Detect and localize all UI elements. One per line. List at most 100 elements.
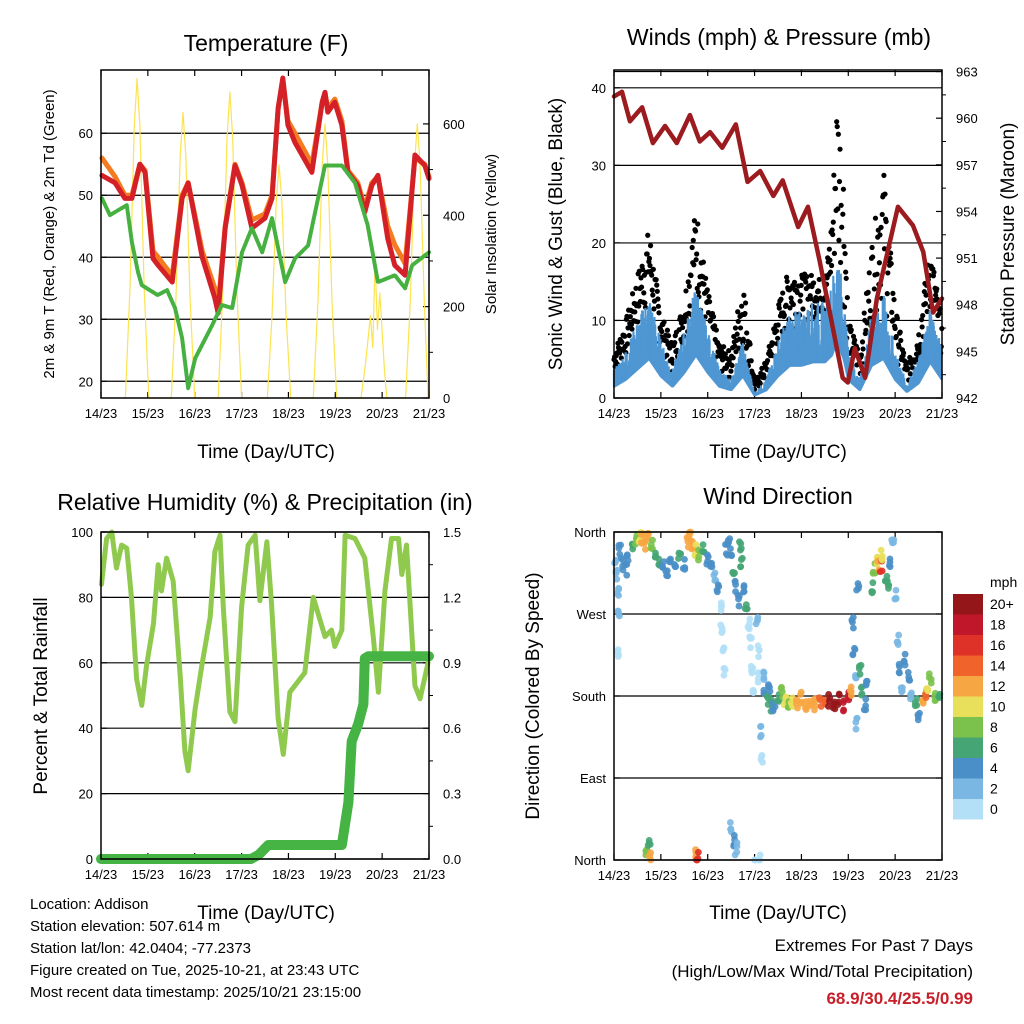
x-tick-label: 18/23	[785, 406, 818, 421]
gust-point	[713, 327, 719, 333]
gust-point	[790, 301, 796, 308]
direction-point	[699, 541, 707, 549]
gust-point	[814, 298, 820, 304]
direction-point	[731, 577, 739, 585]
x-tick-label: 15/23	[645, 406, 678, 421]
gust-point	[830, 231, 836, 238]
x-tick-label: 21/23	[926, 406, 959, 421]
y2-tick-label: 0.0	[443, 852, 461, 867]
gust-point	[871, 286, 877, 292]
gust-point	[841, 243, 847, 250]
gust-point	[687, 303, 693, 309]
gust-point	[879, 211, 885, 218]
direction-point	[825, 690, 833, 698]
x-tick-label: 18/23	[272, 867, 305, 882]
direction-point	[896, 669, 903, 677]
direction-point	[757, 722, 765, 730]
gust-point	[876, 260, 882, 266]
gust-point	[773, 328, 780, 334]
gust-point	[732, 325, 739, 331]
gust-point	[654, 282, 660, 288]
y2-tick-label: 942	[956, 391, 978, 406]
panel-0-frame	[100, 69, 430, 399]
footer-latlon: Station lat/lon: 42.0404; -77.2373	[30, 940, 251, 957]
legend-label: 6	[990, 740, 998, 756]
gust-point	[924, 308, 930, 315]
gust-point	[642, 300, 648, 306]
gust-point	[685, 279, 691, 285]
direction-point	[747, 662, 755, 670]
gust-point	[836, 178, 843, 185]
gust-point	[888, 261, 894, 267]
legend-label: 10	[990, 699, 1006, 715]
gust-point	[647, 243, 654, 249]
gust-point	[804, 274, 810, 280]
gust-point	[646, 255, 653, 261]
direction-point	[892, 586, 900, 594]
gust-point	[732, 343, 738, 349]
gust-point	[761, 375, 767, 381]
direction-point	[927, 679, 935, 687]
gust-point	[798, 292, 804, 298]
direction-point	[862, 681, 870, 689]
y-tick-label: 20	[79, 787, 93, 802]
direction-point	[623, 571, 631, 579]
gust-point	[827, 269, 834, 275]
winds-title: Winds (mph) & Pressure (mb)	[627, 24, 931, 50]
direction-point	[615, 586, 622, 594]
gust-point	[784, 274, 790, 280]
gust-point	[691, 218, 698, 224]
x-tick-label: 15/23	[132, 867, 165, 882]
direction-point	[856, 670, 864, 678]
direction-point	[746, 615, 754, 623]
y-tick-label: South	[572, 689, 606, 704]
gust-point	[883, 218, 889, 225]
gust-point	[916, 332, 922, 338]
y-tick-label: 40	[592, 81, 606, 96]
direction-point	[695, 556, 702, 564]
y-tick-label: 20	[592, 236, 606, 251]
direction-point	[692, 541, 700, 549]
legend-label: 8	[990, 719, 998, 735]
gust-point	[791, 279, 798, 285]
direction-point	[914, 716, 922, 724]
direction-point	[778, 683, 785, 691]
gust-point	[780, 290, 786, 296]
gust-point	[863, 327, 869, 333]
y-tick-label: 60	[79, 656, 93, 671]
pressure-ylabel: Station Pressure (Maroon)	[998, 123, 1019, 346]
gust-point	[669, 356, 675, 362]
gust-point	[870, 254, 876, 260]
gust-point	[700, 259, 707, 265]
gust-point	[622, 333, 628, 339]
gust-point	[872, 215, 879, 221]
gust-point	[832, 185, 839, 192]
legend-swatch	[953, 737, 983, 758]
gust-point	[905, 366, 911, 372]
gust-point	[803, 279, 809, 285]
gust-point	[695, 289, 701, 295]
gust-point	[840, 186, 847, 192]
y-tick-label: 30	[79, 312, 93, 327]
gust-point	[628, 321, 635, 328]
gust-point	[918, 317, 925, 323]
footer-elevation: Station elevation: 507.614 m	[30, 918, 220, 935]
gust-point	[649, 287, 655, 293]
panel-1-frame	[613, 69, 943, 399]
gust-point	[900, 350, 907, 356]
wind-direction-xlabel: Time (Day/UTC)	[709, 903, 847, 924]
direction-point	[878, 552, 886, 560]
gust-point	[672, 340, 678, 346]
gust-point	[775, 322, 781, 328]
gust-point	[692, 228, 699, 234]
direction-point	[671, 563, 679, 571]
gust-point	[842, 250, 848, 257]
gust-point	[816, 276, 822, 283]
gust-point	[748, 358, 754, 364]
y-tick-label: West	[577, 607, 607, 622]
direction-point	[738, 554, 746, 562]
gust-point	[654, 288, 660, 294]
legend-label: 16	[990, 637, 1006, 653]
gust-point	[816, 288, 822, 294]
